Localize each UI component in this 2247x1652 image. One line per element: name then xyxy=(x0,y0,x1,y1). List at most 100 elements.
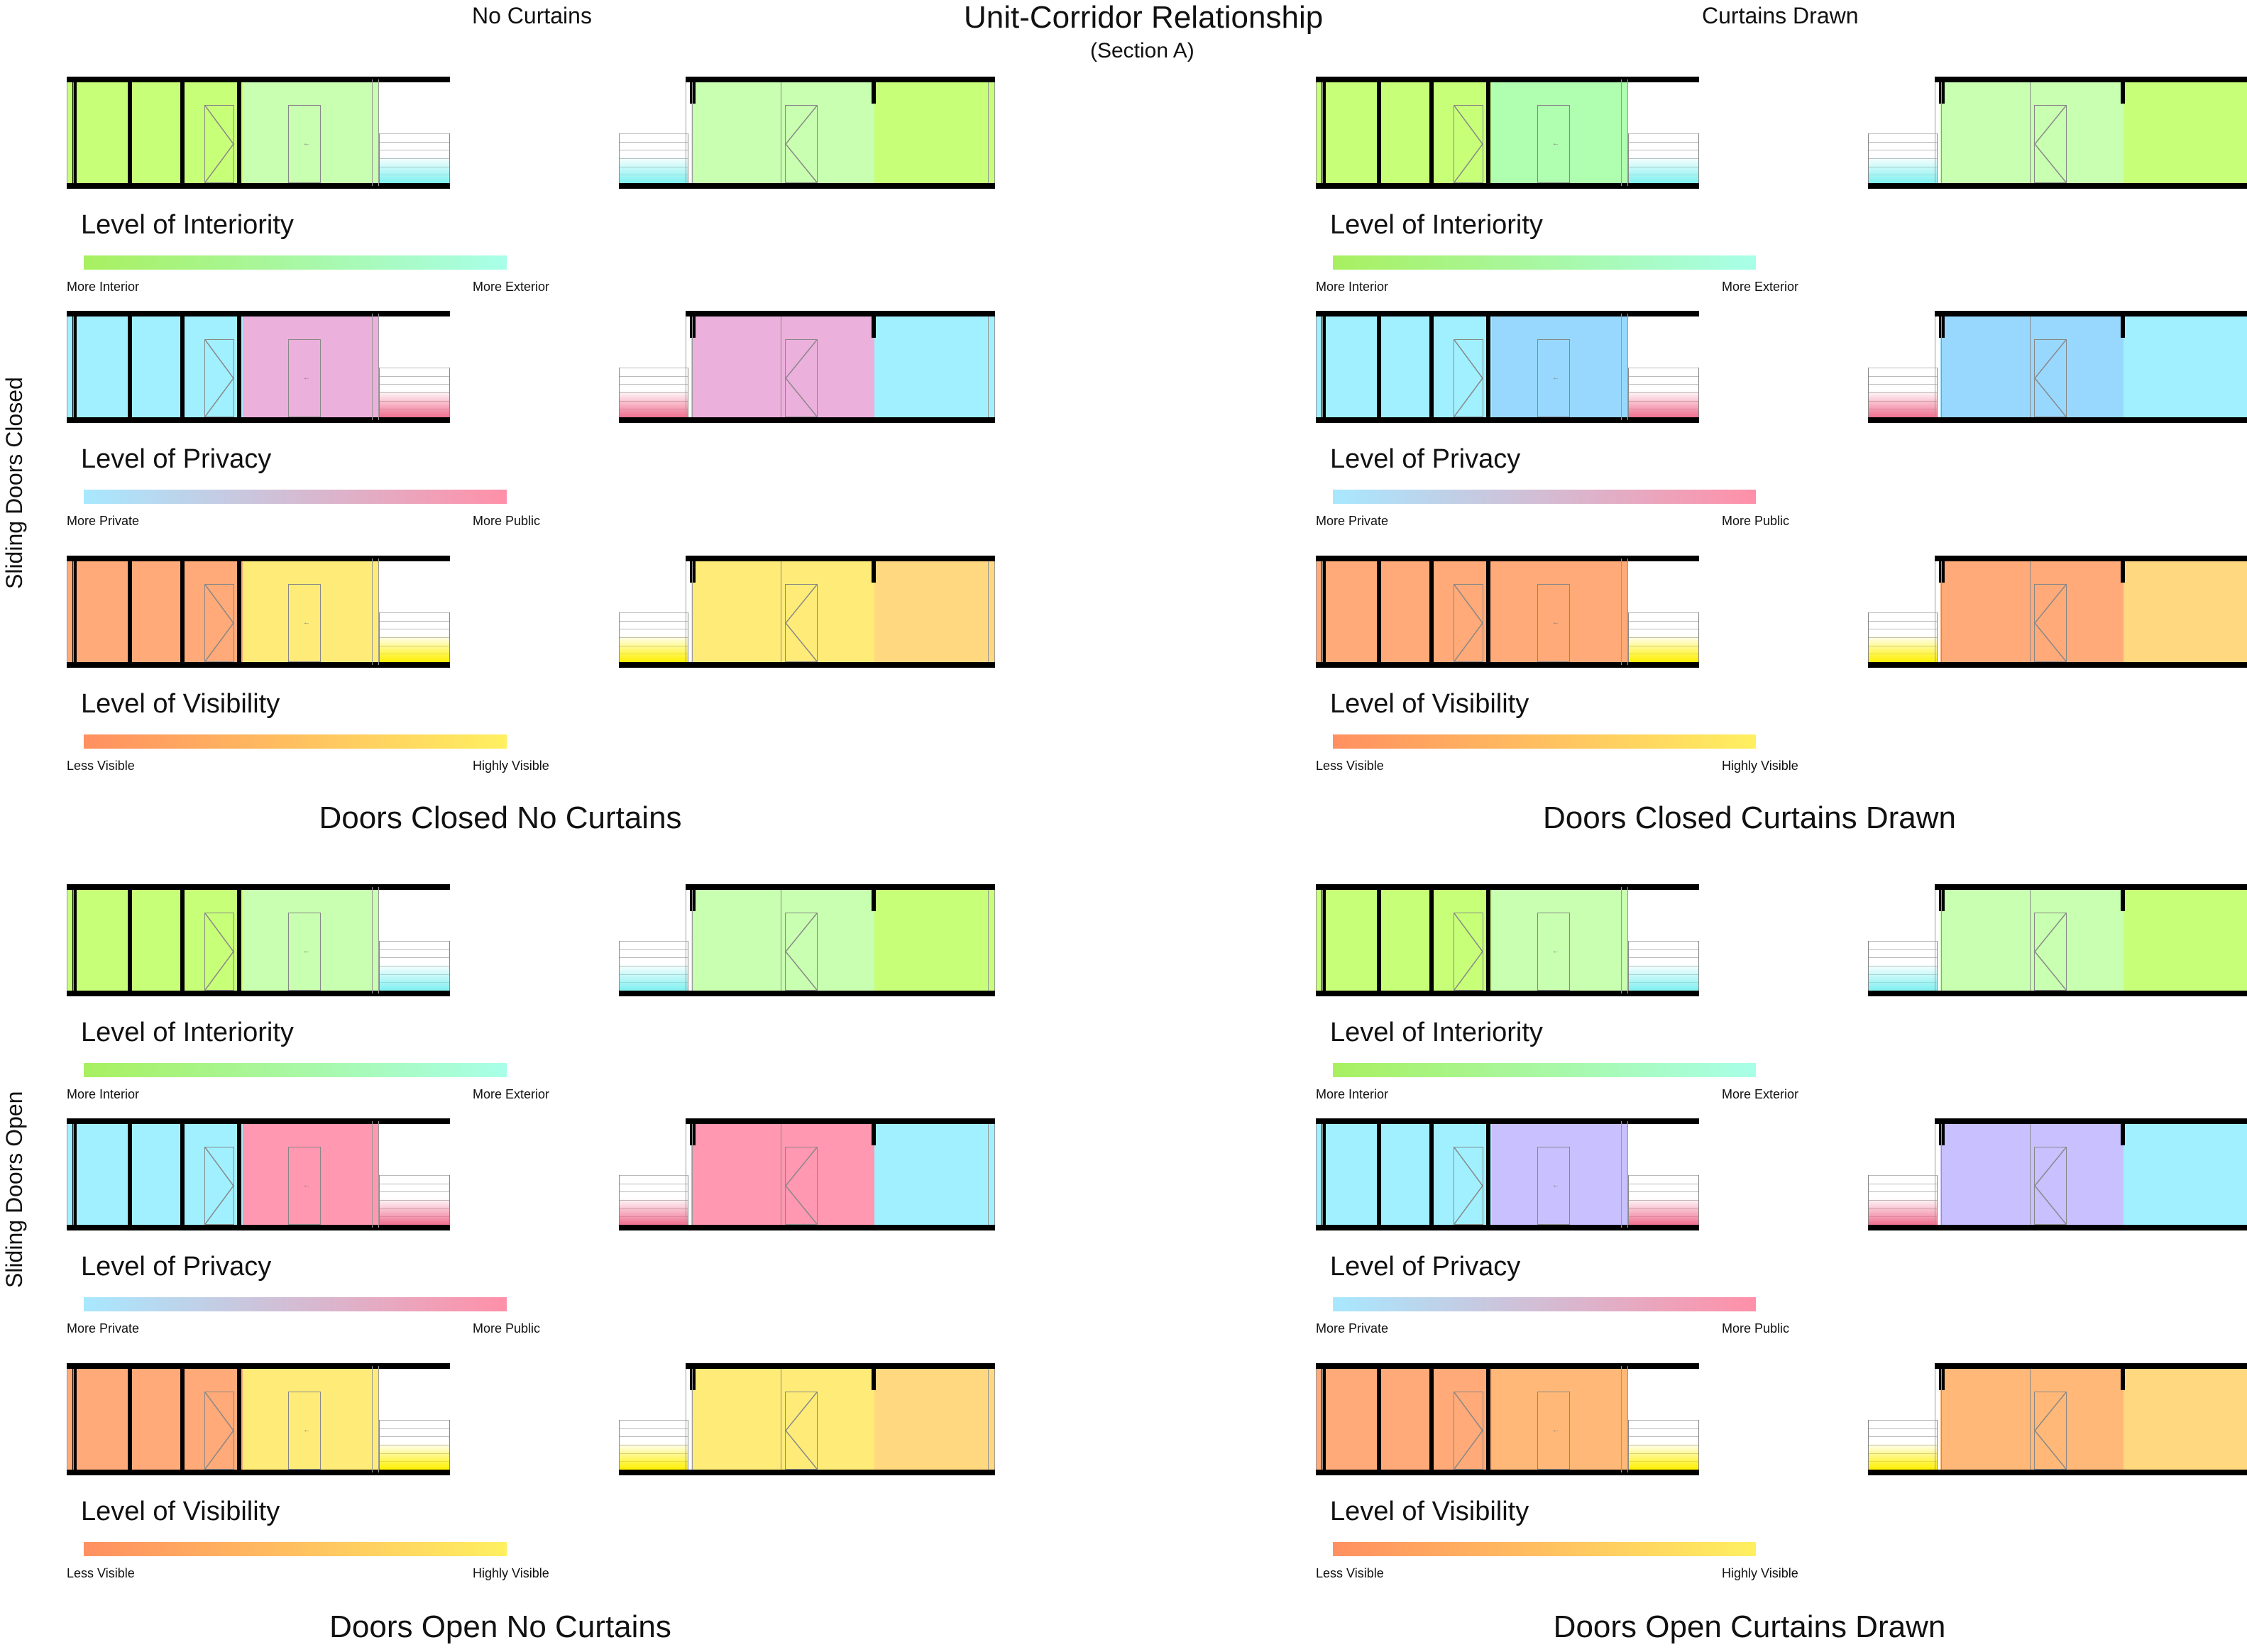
mullion xyxy=(180,556,185,668)
mullion xyxy=(1429,884,1434,996)
bottom-slab xyxy=(1316,1470,1699,1475)
gradient-high-label: More Exterior xyxy=(473,280,550,294)
rail-color-fill xyxy=(380,634,449,662)
zone-corridor xyxy=(1940,1124,2124,1225)
gradient-high-label: More Public xyxy=(1722,514,1790,528)
wall-stub xyxy=(690,1363,696,1390)
rail-line xyxy=(1629,1420,1698,1421)
rail-line xyxy=(1629,1175,1698,1176)
door-panel xyxy=(2034,913,2067,991)
bottom-slab xyxy=(67,417,450,423)
top-slab xyxy=(686,884,995,890)
rail-line xyxy=(380,957,449,959)
zone-unit-interior xyxy=(874,82,995,183)
entry-door: ← xyxy=(288,584,321,662)
door-swing-icon xyxy=(2035,106,2066,182)
door-swing-icon xyxy=(1454,585,1483,661)
gradient-high-label: More Public xyxy=(1722,1321,1790,1336)
top-slab xyxy=(1935,556,2247,561)
partition-line xyxy=(2030,1369,2031,1470)
mullion xyxy=(128,1118,132,1230)
door-swing-icon xyxy=(2035,340,2066,417)
balcony-railing xyxy=(1628,1175,1699,1225)
gradient-bar-interiority xyxy=(1333,1063,1756,1077)
gradient-low-label: Less Visible xyxy=(67,759,135,773)
rail-color-fill xyxy=(380,963,449,991)
glass-edge xyxy=(1935,82,1942,183)
bottom-slab xyxy=(1868,1225,2247,1230)
zone-corridor xyxy=(691,561,874,662)
door-swing-icon xyxy=(205,340,234,417)
rail-color-fill xyxy=(380,1442,449,1470)
balcony-railing xyxy=(1868,941,1938,991)
gradient-high-label: More Public xyxy=(473,514,541,528)
partition-line xyxy=(2030,890,2031,991)
zone-unit-interior xyxy=(2124,890,2247,991)
mullion xyxy=(1322,556,1326,668)
wall-stub xyxy=(1939,311,1945,338)
column-header-no-curtains: No Curtains xyxy=(472,3,592,28)
gradient-high-label: More Exterior xyxy=(1722,1087,1799,1101)
door-handle-icon: ← xyxy=(303,1426,310,1434)
zone-unit-interior xyxy=(67,561,243,662)
glass-partition xyxy=(1621,558,1628,665)
balcony-railing xyxy=(1868,1420,1938,1470)
door-swing-icon xyxy=(205,913,234,990)
section-a-unit: ← xyxy=(1316,884,1699,996)
gradient-high-label: More Public xyxy=(473,1321,541,1336)
zone-unit-interior xyxy=(2124,1124,2247,1225)
wall-stub xyxy=(690,77,696,104)
zone-unit-interior xyxy=(874,890,995,991)
door-handle-icon: ← xyxy=(1552,140,1559,148)
balcony-railing xyxy=(1628,941,1699,991)
door-panel xyxy=(785,1392,818,1470)
rail-line xyxy=(620,384,688,385)
zone-entry xyxy=(243,1369,379,1470)
door-handle-icon: ← xyxy=(303,140,310,148)
wall-stub xyxy=(872,1118,876,1145)
glass-edge xyxy=(1316,1369,1323,1470)
gradient-bar-visibility xyxy=(1333,734,1756,749)
section-a-unit: ← xyxy=(1316,1363,1699,1475)
glass-edge xyxy=(1316,890,1323,991)
gradient-bar-privacy xyxy=(84,490,507,504)
metric-title-interiority: Level of Interiority xyxy=(81,210,294,240)
wall-stub xyxy=(1939,1363,1945,1390)
glass-edge xyxy=(686,890,693,991)
glass-partition xyxy=(372,887,379,993)
mullion xyxy=(1322,1363,1326,1475)
rail-line xyxy=(380,133,449,134)
glass-partition xyxy=(372,1366,379,1472)
balcony-railing xyxy=(619,368,688,417)
metric-title-interiority: Level of Interiority xyxy=(81,1018,294,1047)
gradient-high-label: Highly Visible xyxy=(1722,759,1798,773)
gradient-low-label: More Private xyxy=(1316,514,1389,528)
gradient-bar-visibility xyxy=(84,1542,507,1556)
rail-color-fill xyxy=(620,1442,688,1470)
wall-stub xyxy=(872,311,876,338)
section-a-unit: ← xyxy=(67,556,450,668)
top-slab xyxy=(686,311,995,316)
balcony-railing xyxy=(1868,1175,1938,1225)
glass-edge xyxy=(1935,890,1942,991)
door-panel xyxy=(204,584,234,662)
rail-color-fill xyxy=(1869,1197,1937,1225)
section-a-unit: ← xyxy=(67,77,450,189)
door-panel xyxy=(2034,105,2067,183)
rail-line xyxy=(1629,141,1698,143)
mullion xyxy=(1322,77,1326,189)
wall-stub xyxy=(1939,884,1945,911)
mullion xyxy=(237,77,241,189)
mullion xyxy=(180,884,185,996)
side-label-doors-closed: Sliding Doors Closed xyxy=(1,377,27,589)
rail-line xyxy=(1869,375,1937,377)
door-swing-icon xyxy=(1454,106,1483,182)
mullion xyxy=(237,311,241,423)
gradient-low-label: Less Visible xyxy=(67,1566,135,1580)
gradient-low-label: More Private xyxy=(67,1321,140,1336)
gradient-low-label: Less Visible xyxy=(1316,759,1384,773)
top-slab xyxy=(1316,1118,1699,1124)
gradient-bar-privacy xyxy=(84,1297,507,1311)
rail-line xyxy=(380,949,449,950)
door-panel xyxy=(2034,1147,2067,1225)
